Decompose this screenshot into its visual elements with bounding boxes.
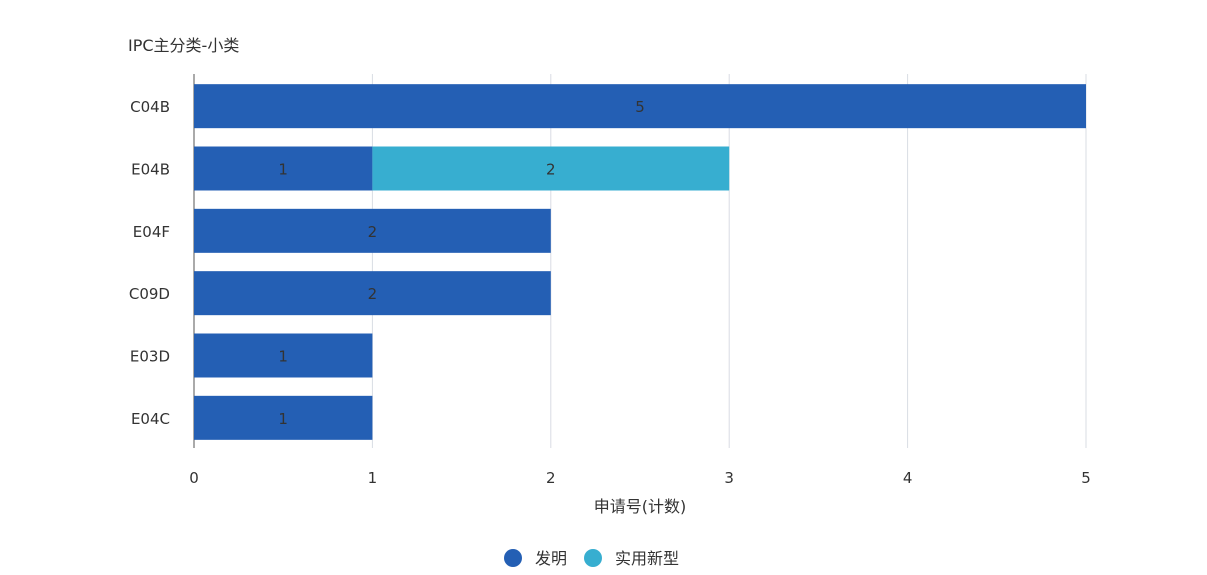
x-tick-label: 3 bbox=[724, 469, 734, 487]
bar-E03D-发明 bbox=[194, 333, 373, 378]
y-tick-label: E04B bbox=[131, 161, 170, 179]
y-tick-label: C09D bbox=[129, 285, 170, 303]
data-label: 2 bbox=[368, 285, 378, 303]
chart-title: IPC主分类-小类 bbox=[128, 36, 239, 55]
x-tick-label: 4 bbox=[903, 469, 913, 487]
y-tick-label: C04B bbox=[130, 98, 170, 116]
bar-C09D-发明 bbox=[194, 271, 551, 316]
bar-E04F-发明 bbox=[194, 208, 551, 253]
x-tick-label: 5 bbox=[1081, 469, 1091, 487]
y-tick-label: E04C bbox=[131, 410, 170, 428]
data-label: 5 bbox=[635, 98, 645, 116]
x-tick-label: 0 bbox=[189, 469, 199, 487]
bar-E04C-发明 bbox=[194, 395, 373, 440]
y-tick-label: E04F bbox=[133, 223, 170, 241]
y-tick-label: E03D bbox=[130, 348, 170, 366]
legend-label: 实用新型 bbox=[615, 549, 679, 568]
data-label: 1 bbox=[278, 348, 288, 366]
data-label: 2 bbox=[368, 223, 378, 241]
legend-label: 发明 bbox=[535, 549, 567, 568]
data-label: 2 bbox=[546, 161, 556, 179]
legend-marker-发明 bbox=[504, 549, 522, 567]
data-label: 1 bbox=[278, 161, 288, 179]
x-tick-label: 1 bbox=[368, 469, 378, 487]
bar-C04B-发明 bbox=[194, 84, 1086, 129]
bar-E04B-实用新型 bbox=[372, 146, 730, 191]
x-axis-title: 申请号(计数) bbox=[594, 497, 687, 516]
x-tick-label: 2 bbox=[546, 469, 556, 487]
legend-marker-实用新型 bbox=[584, 549, 602, 567]
data-label: 1 bbox=[278, 410, 288, 428]
bar-E04B-发明 bbox=[194, 146, 373, 191]
